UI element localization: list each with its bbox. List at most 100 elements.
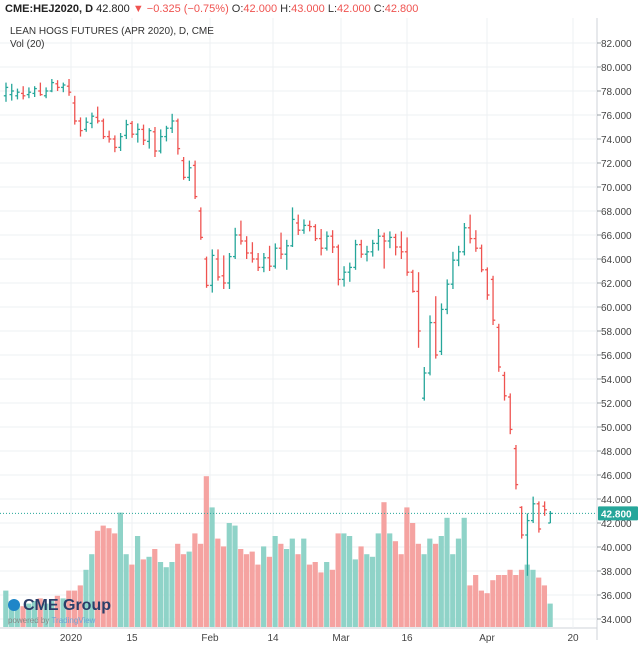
volume-bar bbox=[536, 577, 542, 627]
volume-bar bbox=[392, 541, 399, 627]
symbol-header: CME:HEJ2020, D 42.800 ▼ −0.325 (−0.75%) … bbox=[5, 3, 418, 15]
volume-bar bbox=[66, 590, 72, 627]
powered-by-text: powered by bbox=[8, 616, 50, 625]
volume-bar bbox=[163, 567, 169, 627]
y-tick-label: 36.000 bbox=[601, 591, 632, 602]
ohlc-bars bbox=[3, 79, 553, 576]
price-change: −0.325 (−0.75%) bbox=[146, 3, 229, 15]
volume-bar bbox=[398, 554, 404, 627]
last-price-tag-label: 42.800 bbox=[601, 509, 632, 520]
y-tick-label: 38.000 bbox=[601, 567, 632, 578]
y-tick-label: 46.000 bbox=[601, 471, 632, 482]
volume-bar bbox=[484, 593, 490, 627]
volume-bar bbox=[415, 543, 421, 627]
volume-bar bbox=[358, 546, 364, 627]
volume-bar bbox=[43, 603, 49, 627]
volume-bar bbox=[283, 549, 290, 627]
volume-bar bbox=[461, 517, 467, 627]
volume-bar bbox=[134, 536, 141, 627]
volume-bar bbox=[255, 564, 261, 627]
axis-background bbox=[597, 0, 640, 651]
y-tick-label: 80.000 bbox=[601, 63, 632, 74]
last-price: 42.800 bbox=[96, 3, 130, 15]
cme-group-logo: CME Group powered by TradingView bbox=[8, 597, 111, 625]
y-tick-label: 58.000 bbox=[601, 327, 632, 338]
logo-name: CME Group bbox=[23, 597, 111, 614]
volume-bar bbox=[49, 601, 55, 627]
volume-bar bbox=[117, 512, 123, 627]
volume-bar bbox=[410, 523, 416, 627]
volume-bar bbox=[89, 554, 95, 627]
symbol-label: CME:HEJ2020, D bbox=[5, 3, 94, 15]
volume-bar bbox=[112, 533, 118, 627]
globe-icon bbox=[8, 599, 20, 611]
volume-bar bbox=[312, 562, 318, 627]
volume-bar bbox=[14, 603, 20, 627]
volume-bar bbox=[318, 572, 324, 627]
volume-bar bbox=[106, 528, 112, 627]
volume-bar bbox=[220, 546, 227, 627]
close-value: 42.800 bbox=[384, 3, 419, 15]
volume-bar bbox=[37, 598, 43, 627]
volume-bar bbox=[364, 554, 370, 627]
last-price-tag bbox=[598, 506, 638, 521]
volume-bar bbox=[432, 543, 439, 627]
change-arrow-icon: ▼ bbox=[132, 3, 144, 15]
y-tick-label: 64.000 bbox=[601, 255, 632, 266]
volume-bar bbox=[450, 554, 456, 627]
volume-bar bbox=[209, 507, 215, 627]
volume-bar bbox=[352, 559, 358, 627]
y-tick-label: 60.000 bbox=[601, 303, 632, 314]
volume-bar bbox=[341, 533, 347, 627]
volume-bar bbox=[478, 590, 484, 627]
last-price-marker: 42.800 bbox=[0, 506, 638, 521]
volume-bar bbox=[335, 533, 341, 627]
volume-bar bbox=[175, 543, 181, 627]
volume-bar bbox=[26, 603, 32, 627]
volume-bar bbox=[324, 562, 330, 627]
high-label: H: bbox=[280, 3, 292, 15]
volume-bar bbox=[490, 580, 496, 627]
x-tick-label: 15 bbox=[126, 633, 138, 644]
volume-bar bbox=[198, 543, 204, 627]
close-label: C: bbox=[373, 3, 385, 15]
volume-bar bbox=[8, 601, 15, 627]
volume-bar bbox=[473, 575, 479, 627]
y-tick-label: 62.000 bbox=[601, 279, 632, 290]
y-tick-label: 40.000 bbox=[601, 543, 632, 554]
volume-bar bbox=[495, 575, 502, 627]
y-tick-label: 48.000 bbox=[601, 447, 632, 458]
volume-bar bbox=[83, 569, 89, 627]
volume-bar bbox=[301, 538, 307, 627]
volume-bar bbox=[427, 538, 433, 627]
volume-bar bbox=[238, 549, 244, 627]
y-tick-label: 70.000 bbox=[601, 183, 632, 194]
volume-bar bbox=[381, 502, 387, 627]
volume-bar bbox=[524, 564, 530, 627]
x-tick-label: Apr bbox=[479, 633, 495, 644]
volume-bar bbox=[444, 517, 450, 627]
volume-bar bbox=[329, 569, 336, 627]
volume-bar bbox=[547, 603, 553, 627]
volume-bar bbox=[203, 476, 209, 627]
volume-bar bbox=[100, 525, 106, 627]
volume-bar bbox=[249, 551, 255, 627]
volume-bar bbox=[192, 533, 198, 627]
volume-bar bbox=[140, 559, 146, 627]
volume-bar bbox=[266, 556, 272, 627]
volume-indicator-label[interactable]: Vol (20) bbox=[10, 39, 45, 50]
y-tick-label: 34.000 bbox=[601, 615, 632, 626]
volume-bar bbox=[467, 585, 473, 627]
open-value: 42.000 bbox=[243, 3, 278, 15]
volume-bar bbox=[387, 533, 393, 627]
volume-bar bbox=[507, 569, 513, 627]
y-tick-label: 56.000 bbox=[601, 351, 632, 362]
volume-bar bbox=[243, 554, 250, 627]
volume-bar bbox=[518, 569, 525, 627]
high-value: 43.000 bbox=[291, 3, 325, 15]
volume-bar bbox=[3, 590, 9, 627]
y-tick-label: 68.000 bbox=[601, 207, 632, 218]
y-tick-label: 72.000 bbox=[601, 159, 632, 170]
